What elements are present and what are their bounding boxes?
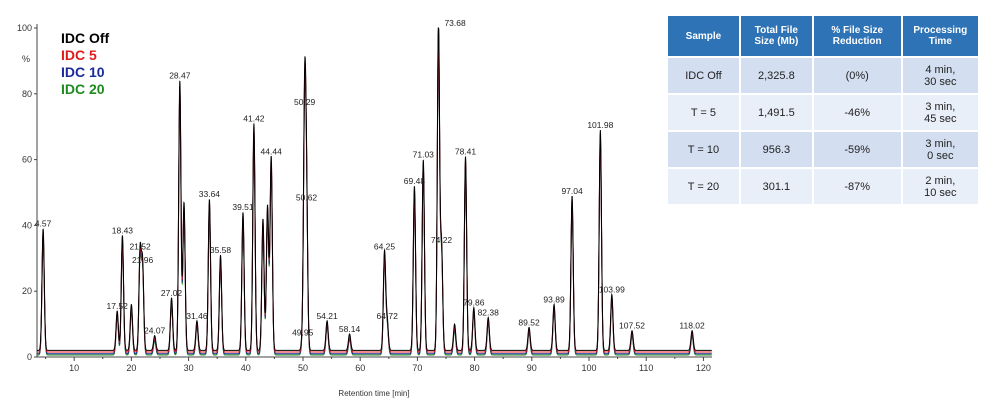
peak-label: 41.42 xyxy=(243,113,265,123)
x-tick-label: 20 xyxy=(126,363,136,373)
peak-label: 50.62 xyxy=(296,192,318,202)
x-axis-title: Retention time [min] xyxy=(338,389,409,398)
cell-sample: T = 20 xyxy=(668,169,739,204)
peak-label: 89.52 xyxy=(518,317,540,327)
header-sample: Sample xyxy=(668,16,739,56)
peak-label: 82.38 xyxy=(478,308,500,318)
y-tick-label: 0 xyxy=(27,352,32,362)
table-row: T = 20 301.1 -87% 2 min, 10 sec xyxy=(668,169,978,204)
trace-idc-off xyxy=(37,27,712,351)
table-row: T = 5 1,491.5 -46% 3 min, 45 sec xyxy=(668,95,978,130)
cell-file-size: 2,325.8 xyxy=(740,58,812,93)
table-header-row: Sample Total File Size (Mb) % File Size … xyxy=(668,16,978,56)
cell-sample: T = 5 xyxy=(668,95,739,130)
peak-label: 64.25 xyxy=(374,242,396,252)
peak-label: 18.43 xyxy=(112,225,134,235)
peak-label: 101.98 xyxy=(587,120,613,130)
x-tick-label: 30 xyxy=(184,363,194,373)
peak-label: 78.41 xyxy=(455,146,477,156)
peak-label: 97.04 xyxy=(561,186,583,196)
peak-label: 107.52 xyxy=(619,321,645,331)
peak-label: 31.46 xyxy=(186,311,208,321)
cell-sample: IDC Off xyxy=(668,58,739,93)
peak-label: 28.47 xyxy=(169,71,191,81)
cell-time: 3 min, 0 sec xyxy=(902,132,978,167)
peak-label: 21.52 xyxy=(129,242,151,252)
legend-item-idc-20: IDC 20 xyxy=(61,81,105,97)
peak-label: 39.51 xyxy=(232,202,254,212)
traces-layer xyxy=(37,27,712,356)
peak-label: 4.57 xyxy=(35,219,52,229)
peak-label: 24.07 xyxy=(144,326,166,336)
peak-label: 73.68 xyxy=(444,18,466,28)
peak-label: 79.86 xyxy=(463,298,485,308)
legend-item-idc-5: IDC 5 xyxy=(61,47,97,63)
x-tick-label: 100 xyxy=(581,363,596,373)
peak-label: 27.02 xyxy=(161,288,183,298)
x-tick-label: 50 xyxy=(298,363,308,373)
cell-file-size: 301.1 xyxy=(740,169,812,204)
x-tick-label: 40 xyxy=(241,363,251,373)
table-row: IDC Off 2,325.8 (0%) 4 min, 30 sec xyxy=(668,58,978,93)
x-tick-label: 90 xyxy=(527,363,537,373)
x-tick-label: 120 xyxy=(696,363,711,373)
y-tick-label: 100 xyxy=(17,23,32,33)
cell-sample: T = 10 xyxy=(668,132,739,167)
peak-label: 69.48 xyxy=(404,176,426,186)
y-axis-unit-label: % xyxy=(22,54,30,64)
x-tick-label: 70 xyxy=(412,363,422,373)
y-tick-label: 20 xyxy=(22,286,32,296)
cell-reduction: (0%) xyxy=(813,58,901,93)
peak-label: 71.03 xyxy=(413,150,435,160)
y-tick-label: 40 xyxy=(22,220,32,230)
x-tick-label: 110 xyxy=(639,363,653,373)
peak-label: 58.14 xyxy=(339,324,361,334)
table-row: T = 10 956.3 -59% 3 min, 0 sec xyxy=(668,132,978,167)
peak-label: 21.96 xyxy=(132,255,154,265)
x-tick-label: 10 xyxy=(69,363,79,373)
x-tick-label: 80 xyxy=(470,363,480,373)
peak-label: 54.21 xyxy=(316,311,338,321)
cell-reduction: -59% xyxy=(813,132,901,167)
peak-label: 33.64 xyxy=(199,189,221,199)
peak-label: 64.72 xyxy=(377,311,399,321)
cell-time: 3 min, 45 sec xyxy=(902,95,978,130)
cell-time: 2 min, 10 sec xyxy=(902,169,978,204)
legend-item-idc-off: IDC Off xyxy=(61,30,110,46)
peak-label: 103.99 xyxy=(599,284,625,294)
peak-label: 93.89 xyxy=(543,294,565,304)
y-tick-label: 80 xyxy=(22,89,32,99)
file-size-table: Sample Total File Size (Mb) % File Size … xyxy=(666,14,980,206)
peak-label: 17.52 xyxy=(107,301,129,311)
header-total-file-size: Total File Size (Mb) xyxy=(740,16,812,56)
peak-label: 35.58 xyxy=(210,245,232,255)
peak-labels-layer: 4.57 17.52 18.43 21.52 21.96 24.07 27.02 28.47 3… xyxy=(35,18,705,337)
peak-label: 49.95 xyxy=(292,327,314,337)
cell-file-size: 1,491.5 xyxy=(740,95,812,130)
peak-label: 74.22 xyxy=(431,235,453,245)
y-tick-label: 60 xyxy=(22,155,32,165)
cell-reduction: -87% xyxy=(813,169,901,204)
header-processing-time: Processing Time xyxy=(902,16,978,56)
x-tick-label: 60 xyxy=(355,363,365,373)
cell-time: 4 min, 30 sec xyxy=(902,58,978,93)
header-file-size-reduction: % File Size Reduction xyxy=(813,16,901,56)
axes-layer: 0 20 40 60 80 100 10 20 30 40 50 60 70 80 90 100 110 120 xyxy=(17,23,712,373)
cell-reduction: -46% xyxy=(813,95,901,130)
peak-label: 118.02 xyxy=(679,321,705,331)
cell-file-size: 956.3 xyxy=(740,132,812,167)
peak-label: 50.29 xyxy=(294,97,316,107)
peak-label: 44.44 xyxy=(261,146,283,156)
legend-item-idc-10: IDC 10 xyxy=(61,64,105,80)
